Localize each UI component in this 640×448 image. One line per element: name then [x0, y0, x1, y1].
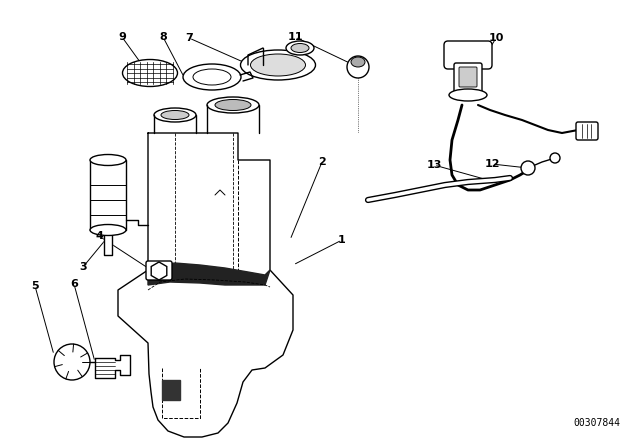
Ellipse shape [347, 56, 369, 78]
Ellipse shape [122, 60, 177, 86]
Ellipse shape [90, 155, 126, 165]
FancyBboxPatch shape [444, 41, 492, 69]
Ellipse shape [250, 54, 305, 76]
Polygon shape [104, 230, 112, 255]
Ellipse shape [154, 108, 196, 122]
Polygon shape [90, 160, 126, 230]
Ellipse shape [241, 50, 316, 80]
Text: 13: 13 [426, 160, 442, 170]
Text: 7: 7 [185, 33, 193, 43]
Ellipse shape [286, 41, 314, 55]
FancyBboxPatch shape [576, 122, 598, 140]
Ellipse shape [193, 69, 231, 85]
Ellipse shape [90, 224, 126, 236]
Text: 2: 2 [318, 157, 326, 167]
Ellipse shape [183, 64, 241, 90]
Text: 00307844: 00307844 [573, 418, 620, 428]
FancyBboxPatch shape [454, 63, 482, 97]
Polygon shape [115, 355, 130, 375]
Ellipse shape [215, 99, 251, 111]
Text: 9: 9 [118, 32, 126, 42]
Text: 11: 11 [287, 32, 303, 42]
Ellipse shape [291, 43, 309, 52]
Circle shape [54, 344, 90, 380]
Circle shape [550, 153, 560, 163]
Ellipse shape [207, 97, 259, 113]
Text: 12: 12 [484, 159, 500, 169]
Polygon shape [118, 133, 293, 437]
Polygon shape [95, 358, 115, 378]
Circle shape [521, 161, 535, 175]
Ellipse shape [449, 89, 487, 101]
Text: 6: 6 [70, 279, 78, 289]
Text: 8: 8 [159, 32, 167, 42]
Text: 5: 5 [31, 281, 39, 291]
FancyBboxPatch shape [459, 67, 477, 87]
Polygon shape [162, 380, 180, 400]
FancyBboxPatch shape [146, 261, 172, 280]
Ellipse shape [161, 111, 189, 120]
Ellipse shape [351, 57, 365, 67]
Polygon shape [148, 263, 270, 285]
Text: 4: 4 [95, 231, 103, 241]
Text: 3: 3 [79, 262, 87, 272]
Text: 10: 10 [488, 33, 504, 43]
Text: 1: 1 [338, 235, 346, 245]
